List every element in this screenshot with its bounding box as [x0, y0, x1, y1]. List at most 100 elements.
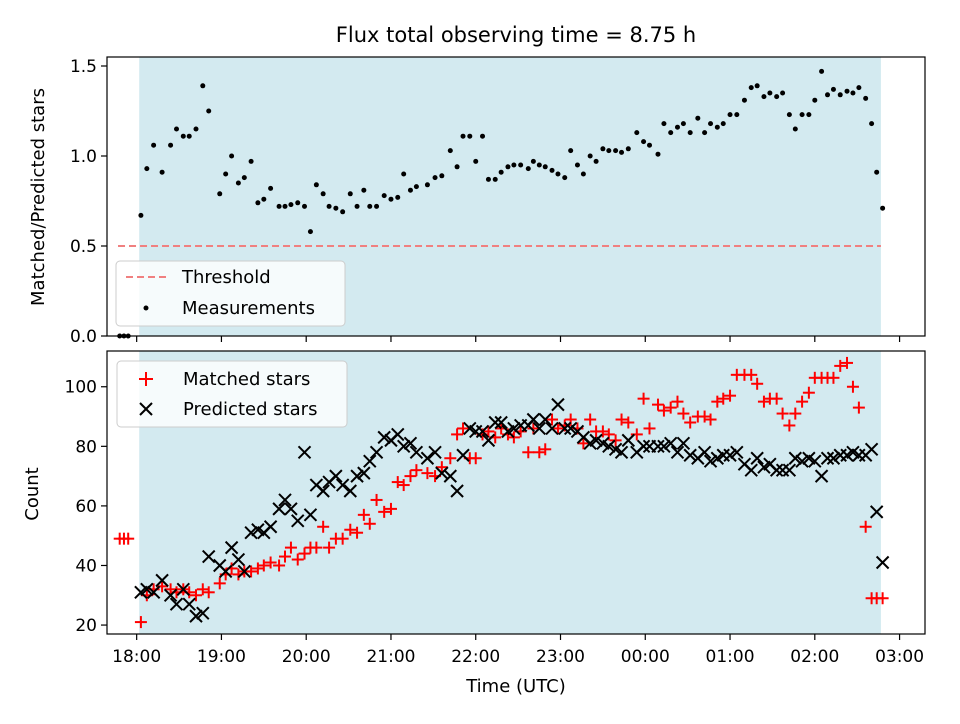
bottom-y-tick-label: 100 [65, 378, 97, 398]
predicted-star-point [335, 478, 350, 492]
measurement-point [825, 92, 831, 98]
predicted-star-point [551, 397, 565, 412]
matched-star-point [630, 428, 643, 441]
measurement-point [837, 92, 843, 98]
measurement-point [754, 83, 760, 89]
predicted-star-point [814, 469, 829, 483]
measurement-point [498, 169, 504, 175]
top-y-tick-label: 0.0 [70, 327, 97, 347]
matched-star-point [724, 389, 737, 402]
legend-predicted-label: Predicted stars [183, 399, 317, 420]
measurement-point [511, 162, 517, 168]
matched-star-point [684, 416, 697, 429]
matched-star-point [584, 413, 597, 426]
measurement-point [340, 209, 346, 215]
measurements-series [117, 68, 886, 339]
matched-star-point [444, 452, 457, 465]
matched-star-point [802, 386, 815, 399]
measurement-point [276, 203, 282, 209]
top-legend: Threshold Measurements [115, 260, 346, 327]
predicted-star-point [614, 445, 629, 459]
matched-star-point [317, 520, 330, 533]
predicted-star-point [864, 442, 879, 457]
predicted-star-point [231, 552, 246, 567]
top-y-tick-label: 0.5 [70, 237, 97, 257]
measurement-point [307, 229, 313, 235]
predicted-star-point [494, 415, 508, 430]
predicted-star-point [558, 421, 572, 436]
measurement-point [518, 162, 524, 168]
x-tick-label: 18:00 [112, 647, 161, 667]
matched-star-point [202, 586, 215, 599]
measurement-point [367, 203, 373, 209]
measurement-point [138, 212, 144, 218]
measurement-point [606, 148, 612, 154]
legend-measurements-swatch [143, 305, 149, 311]
predicted-star-point [723, 448, 737, 462]
predicted-star-point [316, 484, 330, 498]
predicted-star-point [409, 445, 424, 459]
predicted-star-point [676, 436, 691, 451]
measurement-point [530, 158, 536, 164]
predicted-star-point [146, 585, 161, 600]
x-tick-label: 00:00 [621, 647, 670, 667]
matched-star-point [279, 550, 292, 563]
measurement-point [467, 133, 473, 139]
predicted-star-point [443, 469, 458, 483]
predicted-star-point [369, 445, 384, 459]
top-x-ticks [136, 336, 901, 342]
matched-star-point [527, 422, 540, 435]
measurement-point [587, 153, 593, 159]
measurement-point [761, 94, 767, 100]
bottom-y-tick-label: 40 [75, 556, 97, 576]
measurement-point [505, 164, 511, 170]
predicted-star-point [820, 451, 835, 465]
x-tick-label: 01:00 [706, 647, 755, 667]
predicted-star-point [291, 514, 305, 528]
matched-star-point [859, 520, 872, 533]
matched-star-point [711, 395, 724, 408]
matched-star-point [776, 407, 789, 420]
matched-star-point [344, 523, 357, 536]
predicted-star-point [202, 549, 216, 564]
matched-star-point [351, 526, 364, 539]
matched-star-point [384, 502, 397, 515]
matched-star-point [615, 413, 628, 426]
matched-star-point [622, 416, 635, 429]
measurement-point [248, 158, 254, 164]
measurement-point [680, 121, 686, 127]
measurement-point [619, 149, 625, 155]
measurement-point [668, 130, 674, 136]
top-y-tick-label: 1.5 [70, 57, 97, 77]
measurement-point [774, 94, 780, 100]
matched-star-point [852, 401, 865, 414]
measurement-point [388, 196, 394, 202]
predicted-star-point [297, 445, 312, 459]
bottom-legend-box [116, 360, 348, 428]
measurement-point [347, 191, 353, 197]
measurement-point [186, 133, 192, 139]
measurement-point [661, 121, 667, 127]
measurement-point [361, 187, 367, 193]
matched-star-point [677, 407, 690, 420]
measurement-point [714, 124, 720, 130]
measurement-point [799, 112, 805, 118]
matched-star-point [596, 425, 609, 438]
x-tick-label: 03:00 [875, 647, 924, 667]
matched-star-point [457, 422, 470, 435]
predicted-star-point [224, 540, 239, 555]
predicted-star-point [875, 555, 890, 570]
predicted-star-point [428, 445, 442, 459]
legend-threshold-label: Threshold [181, 267, 271, 288]
matched-star-point [651, 398, 664, 411]
predicted-star-point [869, 505, 884, 519]
matched-star-point [546, 413, 559, 426]
matched-star-point [273, 559, 286, 572]
measurement-point [634, 130, 640, 136]
measurement-point [473, 158, 479, 164]
x-tick-label: 23:00 [536, 647, 585, 667]
matched-stars-series [113, 356, 889, 629]
matched-star-point [196, 583, 209, 596]
matched-star-point [323, 541, 336, 554]
